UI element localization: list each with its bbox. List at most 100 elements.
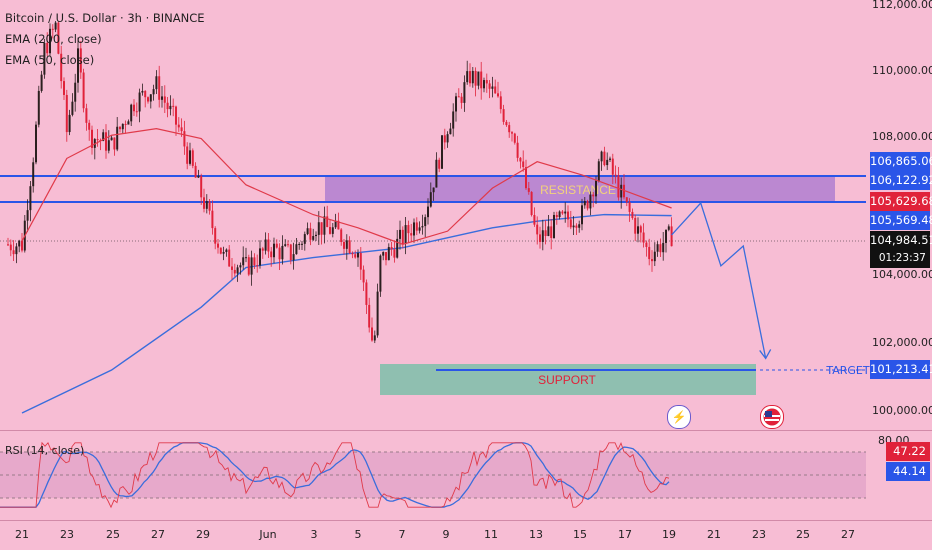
candle-body: [485, 80, 488, 84]
candle-body: [222, 252, 225, 254]
candle-body: [317, 222, 320, 235]
candle-body: [242, 257, 245, 266]
time-label: 23: [752, 528, 766, 541]
candle-body: [365, 282, 368, 305]
candle-body: [343, 241, 345, 249]
candle-body: [161, 96, 163, 100]
time-label: 3: [311, 528, 318, 541]
candle-body: [194, 165, 197, 178]
candle-body: [147, 97, 149, 102]
rsi-ma-value-tag: 44.14: [886, 462, 930, 481]
candle-body: [203, 197, 205, 209]
candle-body: [334, 220, 337, 228]
candle-body: [555, 214, 558, 218]
candle-body: [558, 211, 561, 218]
candle-body: [303, 234, 306, 244]
rsi-series: [0, 441, 670, 509]
candle-body: [407, 225, 410, 234]
candle-body: [455, 96, 457, 112]
candle-body: [443, 135, 446, 143]
candle-body: [231, 266, 233, 270]
candle-body: [614, 174, 617, 176]
candle-body: [54, 22, 57, 30]
candle-body: [284, 244, 287, 246]
candle-body: [133, 104, 135, 112]
candle-body: [60, 53, 63, 82]
candle-body: [46, 42, 49, 54]
candle-body: [460, 96, 463, 103]
candle-body: [525, 167, 527, 189]
candle-body: [415, 222, 418, 231]
candle-body: [312, 236, 315, 240]
candle-body: [18, 240, 21, 247]
candle-body: [659, 244, 662, 253]
candle-body: [418, 227, 421, 231]
candle-body: [480, 71, 483, 89]
candle-body: [37, 90, 40, 125]
candle-body: [301, 243, 303, 245]
candle-body: [281, 245, 284, 260]
candle-body: [368, 304, 371, 328]
candle-body: [65, 94, 68, 133]
candle-body: [435, 159, 438, 188]
projection-line[interactable]: [671, 201, 767, 359]
candle-body: [494, 86, 497, 94]
candle-body: [438, 159, 441, 169]
candle-body: [634, 217, 637, 234]
candle-body: [351, 253, 354, 255]
candle-body: [331, 227, 334, 234]
candle-body: [116, 126, 119, 150]
candle-body: [169, 105, 172, 110]
price-tick: 100,000.00: [872, 404, 932, 417]
candle-body: [275, 243, 278, 248]
candle-body: [323, 216, 326, 235]
candle-body: [583, 201, 586, 206]
candle-body: [205, 201, 208, 209]
candle-body: [287, 244, 289, 246]
chart-title: Bitcoin / U.S. Dollar · 3h · BINANCE: [5, 11, 205, 25]
candle-body: [326, 216, 329, 228]
lightning-event-icon[interactable]: ⚡: [667, 405, 691, 429]
candle-body: [261, 248, 264, 251]
rsi-label: RSI (14, close): [5, 444, 84, 457]
candle-body: [191, 150, 194, 166]
time-label: 21: [707, 528, 721, 541]
candle-body: [606, 159, 609, 166]
candle-body: [561, 211, 564, 214]
candle-body: [110, 137, 113, 141]
us-flag-icon: [763, 408, 781, 426]
candle-body: [449, 128, 452, 135]
rsi-line: [0, 441, 670, 509]
price-tick: 110,000.00: [872, 64, 932, 77]
resistance-zone[interactable]: [325, 177, 835, 203]
candle-body: [77, 48, 79, 83]
candle-body: [656, 244, 659, 252]
resistance-label: RESISTANCE: [540, 183, 616, 197]
candle-body: [135, 111, 138, 113]
candle-body: [32, 162, 35, 187]
candle-body: [581, 205, 583, 225]
candle-body: [639, 226, 642, 233]
candle-body: [396, 238, 399, 258]
candle-body: [497, 93, 499, 97]
support-label: SUPPORT: [538, 373, 596, 387]
candle-body: [575, 225, 578, 228]
candle-body: [382, 252, 385, 256]
candle-body: [522, 161, 525, 168]
candle-body: [488, 83, 491, 89]
candle-body: [236, 267, 239, 274]
candle-body: [35, 124, 37, 163]
us-flag-event-icon[interactable]: [760, 405, 784, 429]
projection-path[interactable]: [671, 201, 772, 360]
candle-body: [592, 194, 595, 197]
candle-body: [429, 192, 432, 207]
ema200-legend[interactable]: EMA (200, close): [5, 32, 102, 46]
candle-body: [138, 92, 141, 112]
candle-body: [631, 211, 634, 218]
candle-body: [564, 211, 567, 214]
ema50-legend[interactable]: EMA (50, close): [5, 53, 95, 67]
time-label: 23: [60, 528, 74, 541]
candle-body: [245, 257, 247, 259]
candle-body: [539, 234, 541, 242]
